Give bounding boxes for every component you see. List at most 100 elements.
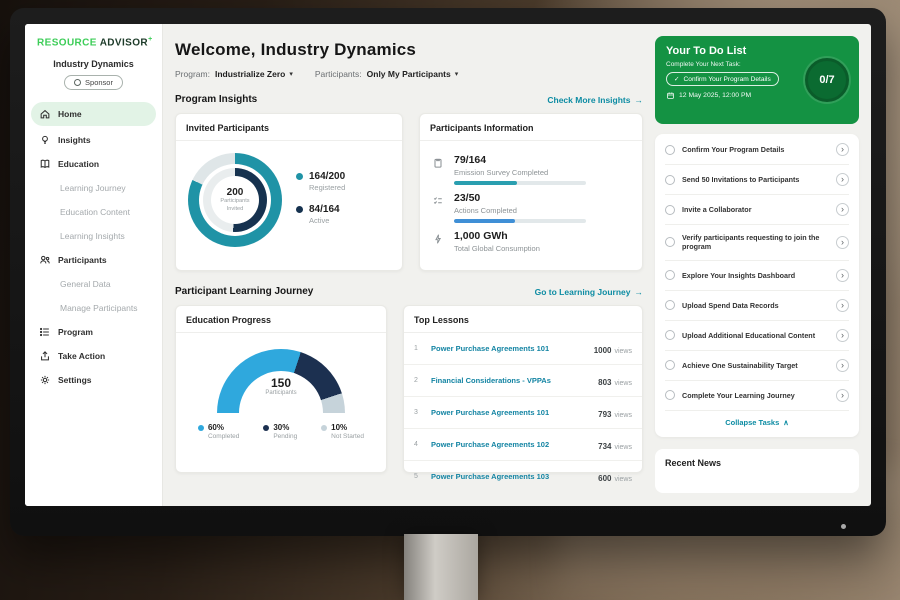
task-checkbox[interactable] (665, 300, 675, 311)
chevron-down-icon: ▾ (454, 71, 459, 78)
sponsor-label: Sponsor (85, 78, 113, 88)
page-title: Welcome, Industry Dynamics (175, 40, 417, 59)
due-date-text: 12 May 2025, 12:00 PM (679, 92, 752, 99)
sidebar-item-learning-journey[interactable]: Learning Journey (25, 176, 162, 200)
lesson-title-link[interactable]: Power Purchase Agreements 102 (431, 440, 550, 449)
donut-center-label: Participants Invited (220, 198, 250, 212)
stat-progress-fill (454, 181, 518, 185)
task-row[interactable]: Explore Your Insights Dashboard › (665, 261, 849, 291)
collapse-up-icon: ∧ (783, 417, 789, 427)
task-row[interactable]: Upload Additional Educational Content › (665, 321, 849, 351)
lesson-row[interactable]: 5 Power Purchase Agreements 103 600 views (404, 461, 642, 492)
lesson-rank: 1 (414, 345, 418, 352)
task-checkbox[interactable] (665, 390, 675, 401)
legend-value: 84/164 (309, 203, 340, 215)
home-icon (40, 110, 50, 119)
chevron-right-icon[interactable]: › (836, 268, 849, 282)
lesson-row[interactable]: 2 Financial Considerations - VPPAs 803 vi… (404, 365, 642, 397)
lesson-title-link[interactable]: Power Purchase Agreements 101 (431, 344, 550, 353)
lesson-row[interactable]: 3 Power Purchase Agreements 101 793 views (404, 397, 642, 429)
sidebar-item-label: Education (58, 159, 100, 170)
monitor-bezel: RESOURCE ADVISOR+ Industry Dynamics Spon… (10, 8, 886, 536)
monitor-stand (404, 534, 478, 600)
main-content: Welcome, Industry Dynamics Program: Indu… (175, 24, 643, 483)
journey-cards-row: Education Progress 150 Participants 60% … (175, 305, 643, 483)
lesson-title-link[interactable]: Power Purchase Agreements 103 (431, 472, 550, 481)
sidebar-item-general-data[interactable]: General Data (25, 272, 162, 296)
lesson-views-word: views (614, 443, 632, 451)
lesson-rank: 3 (414, 409, 418, 416)
chevron-right-icon[interactable]: › (836, 358, 849, 372)
task-checkbox[interactable] (665, 360, 675, 371)
legend-label: Registered (309, 182, 346, 192)
participants-filter[interactable]: Participants: Only My Participants ▾ (315, 69, 458, 79)
sidebar-item-manage-participants[interactable]: Manage Participants (25, 296, 162, 320)
task-row[interactable]: Verify participants requesting to join t… (665, 225, 849, 261)
task-row[interactable]: Complete Your Learning Journey › (665, 381, 849, 410)
task-checkbox[interactable] (665, 270, 675, 281)
legend-item: 30% Pending (263, 423, 297, 440)
sidebar-item-label: General Data (60, 279, 111, 290)
invited-donut-chart: 200 Participants Invited (188, 153, 282, 247)
sidebar-item-program[interactable]: Program (25, 320, 162, 344)
sidebar-item-participants[interactable]: Participants (25, 248, 162, 272)
screen: RESOURCE ADVISOR+ Industry Dynamics Spon… (25, 24, 871, 506)
sidebar-item-learning-insights[interactable]: Learning Insights (25, 224, 162, 248)
lesson-views: 803 (598, 377, 612, 387)
chevron-right-icon[interactable]: › (836, 203, 849, 216)
chevron-right-icon[interactable]: › (836, 173, 849, 186)
legend-value: 10% (331, 423, 348, 432)
clipboard-icon (432, 154, 445, 185)
legend-item: 10% Not Started (321, 423, 364, 440)
gauge-center-label: Participants (265, 390, 297, 396)
lesson-rank: 4 (414, 441, 418, 448)
task-row[interactable]: Invite a Collaborator › (665, 195, 849, 225)
next-task-label: Confirm Your Program Details (683, 75, 771, 83)
sidebar-item-label: Program (58, 327, 93, 338)
next-task-pill[interactable]: ✓ Confirm Your Program Details (666, 72, 779, 86)
check-more-insights-link[interactable]: Check More Insights → (547, 95, 643, 105)
card-title: Invited Participants (176, 114, 402, 141)
task-checkbox[interactable] (665, 144, 675, 155)
legend-value: 60% (207, 423, 224, 432)
collapse-tasks-link[interactable]: Collapse Tasks ∧ (665, 409, 849, 435)
sponsor-badge[interactable]: Sponsor (64, 75, 123, 91)
task-checkbox[interactable] (665, 204, 675, 215)
education-legend-dot (263, 424, 270, 431)
sidebar-item-take-action[interactable]: Take Action (25, 344, 162, 368)
task-row[interactable]: Confirm Your Program Details › (665, 135, 849, 165)
program-filter-label: Program: (175, 69, 210, 79)
go-to-learning-journey-link[interactable]: Go to Learning Journey → (535, 287, 643, 297)
stat-value: 23/50 (454, 192, 481, 204)
lesson-title-link[interactable]: Financial Considerations - VPPAs (431, 376, 551, 385)
sidebar-item-home[interactable]: Home (31, 102, 156, 127)
chevron-right-icon[interactable]: › (836, 235, 849, 249)
sidebar-item-label: Learning Journey (60, 183, 126, 194)
arrow-right-icon: → (634, 94, 644, 105)
chevron-right-icon[interactable]: › (836, 328, 849, 342)
sidebar-item-education[interactable]: Education (25, 152, 162, 176)
task-checkbox[interactable] (665, 237, 675, 248)
task-label: Complete Your Learning Journey (682, 390, 795, 400)
invited-legend-dot (296, 172, 303, 180)
sidebar-item-education-content[interactable]: Education Content (25, 200, 162, 224)
sidebar-item-insights[interactable]: Insights (25, 128, 162, 152)
chevron-right-icon[interactable]: › (836, 143, 849, 156)
task-row[interactable]: Send 50 Invitations to Participants › (665, 165, 849, 195)
sidebar-item-label: Education Content (60, 207, 130, 218)
task-checkbox[interactable] (665, 174, 675, 185)
task-row[interactable]: Upload Spend Data Records › (665, 291, 849, 321)
org-name: Industry Dynamics (53, 59, 134, 70)
lesson-title-link[interactable]: Power Purchase Agreements 101 (431, 408, 550, 417)
people-icon (40, 256, 50, 264)
task-checkbox[interactable] (665, 330, 675, 341)
lesson-views: 734 (598, 441, 612, 451)
chevron-right-icon[interactable]: › (836, 298, 849, 312)
lesson-row[interactable]: 1 Power Purchase Agreements 101 1000 view… (404, 333, 642, 365)
chevron-right-icon[interactable]: › (836, 388, 849, 402)
task-row[interactable]: Achieve One Sustainability Target › (665, 351, 849, 381)
lesson-row[interactable]: 4 Power Purchase Agreements 102 734 views (404, 429, 642, 461)
program-filter[interactable]: Program: Industrialize Zero ▾ (175, 69, 293, 79)
task-label: Upload Additional Educational Content (682, 330, 816, 340)
sidebar-item-settings[interactable]: Settings (25, 368, 162, 392)
